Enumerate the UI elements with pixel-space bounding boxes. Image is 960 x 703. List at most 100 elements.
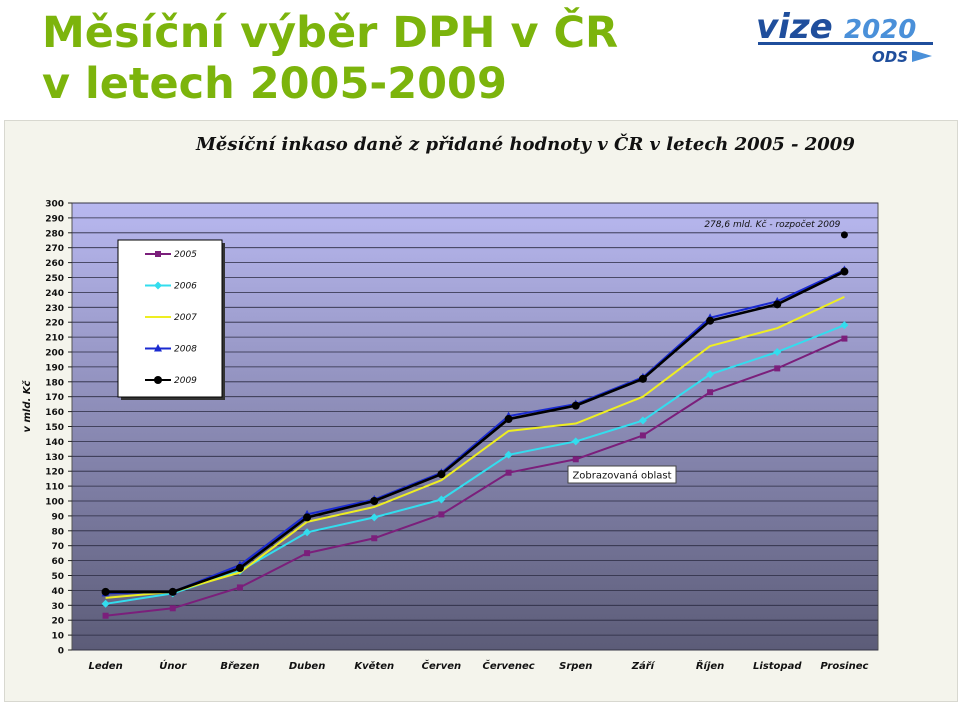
y-tick-label: 210: [45, 334, 64, 344]
legend-item-2005: 2005: [145, 250, 197, 260]
x-tick-label: Prosinec: [820, 661, 868, 672]
slide-title-line1: Měsíční výběr DPH v ČR: [42, 8, 619, 58]
data-point: [706, 370, 715, 379]
data-point: [504, 415, 513, 424]
vize2020-ods-logo: vize 2020 ODS: [756, 7, 933, 66]
x-tick-label: Leden: [88, 661, 122, 672]
y-tick-label: 290: [45, 214, 64, 224]
legend-label: 2006: [174, 282, 197, 292]
data-point: [169, 605, 176, 612]
series-2009: [101, 267, 849, 596]
data-point: [707, 389, 714, 396]
y-tick-label: 40: [51, 587, 64, 597]
y-tick-label: 300: [45, 200, 64, 210]
data-point: [437, 495, 446, 504]
data-point: [706, 316, 715, 325]
y-tick-label: 110: [45, 483, 64, 493]
series-line: [105, 270, 845, 594]
legend-item-2008: 2008: [145, 344, 197, 355]
slide-title-line2: v letech 2005-2009: [42, 59, 507, 109]
data-point: [370, 497, 379, 505]
x-tick-label: Březen: [220, 660, 259, 672]
legend-marker: [154, 344, 162, 352]
x-tick-label: Duben: [289, 661, 325, 672]
logo-number: 2020: [844, 15, 916, 45]
data-point: [571, 401, 580, 410]
legend-label: 2007: [174, 313, 197, 323]
data-point: [638, 416, 647, 425]
series-line: [105, 295, 845, 599]
x-tick-label: Září: [631, 660, 656, 672]
tooltip-label: Zobrazovaná oblast: [572, 470, 671, 482]
y-tick-label: 100: [45, 498, 64, 508]
x-tick-label: Únor: [159, 659, 187, 672]
series-line: [105, 269, 845, 595]
y-tick-label: 200: [45, 349, 64, 359]
y-tick-label: 170: [45, 393, 64, 403]
data-point: [774, 365, 781, 372]
budget-annotation: 278,6 mld. Kč - rozpočet 2009: [704, 219, 840, 230]
data-point: [639, 432, 646, 439]
series-lines: [101, 265, 849, 619]
arrow-icon: [912, 50, 932, 62]
data-point: [102, 612, 109, 619]
legend-box: [117, 239, 223, 398]
x-tick-label: Červenec: [482, 658, 534, 672]
data-point: [840, 321, 849, 330]
y-tick-label: 150: [45, 423, 64, 433]
y-tick-label: 250: [45, 274, 64, 284]
y-tick-label: 130: [45, 453, 64, 463]
x-tick-label: Květen: [354, 660, 394, 672]
y-tick-label: 280: [45, 229, 64, 239]
data-point: [505, 469, 512, 476]
y-tick-label: 220: [45, 319, 64, 329]
legend: 2005 2006 2007 2008 2009: [117, 239, 225, 400]
data-point: [773, 348, 782, 356]
data-point: [235, 564, 244, 573]
data-point: [304, 550, 311, 557]
data-point: [438, 511, 445, 518]
y-tick-label: 70: [51, 542, 64, 552]
y-tick-label: 230: [45, 304, 64, 314]
y-tick-label: 0: [58, 647, 64, 657]
data-point: [773, 300, 782, 309]
series-2007: [105, 295, 845, 599]
y-tick-label: 190: [45, 363, 64, 373]
tooltip-box: [567, 465, 677, 484]
legend-marker: [154, 376, 162, 384]
budget-point: [840, 231, 848, 239]
y-tick-label: 20: [51, 617, 64, 627]
data-point: [101, 587, 110, 596]
logo-word: vize: [756, 7, 833, 47]
y-tick-label: 10: [51, 632, 64, 642]
logo-stripe: [758, 42, 933, 45]
data-point: [571, 437, 580, 446]
y-tick-label: 260: [45, 259, 64, 269]
data-point: [572, 456, 579, 463]
data-point: [437, 470, 446, 479]
slide-title: Měsíční výběr DPH v ČR v letech 2005-200…: [42, 8, 618, 110]
data-point: [303, 513, 312, 522]
y-tick-label: 50: [51, 572, 64, 582]
y-tick-label: 240: [45, 289, 64, 299]
legend-item-2007: 2007: [145, 313, 197, 323]
y-tick-label: 160: [45, 408, 64, 418]
y-tick-label: 180: [45, 378, 64, 388]
x-tick-label: Červen: [422, 658, 461, 672]
annotations: 278,6 mld. Kč - rozpočet 2009 Zobrazovaná…: [567, 219, 848, 484]
data-point: [168, 587, 177, 596]
legend-marker: [154, 281, 162, 290]
x-tick-label: Listopad: [753, 661, 802, 672]
y-tick-label: 270: [45, 244, 64, 254]
y-tick-label: 90: [51, 512, 64, 522]
data-point: [840, 267, 849, 276]
x-tick-label: Říjen: [696, 658, 724, 672]
data-point: [371, 535, 378, 542]
data-point: [370, 513, 379, 522]
legend-label: 2009: [174, 376, 197, 386]
data-point: [638, 374, 647, 383]
y-axis-ticks: 0 10 20 30 40 50 60 70 80 90 100 110 120 130 140 150 160…: [45, 200, 72, 657]
series-line: [105, 337, 845, 617]
legend-label: 2008: [174, 345, 197, 355]
